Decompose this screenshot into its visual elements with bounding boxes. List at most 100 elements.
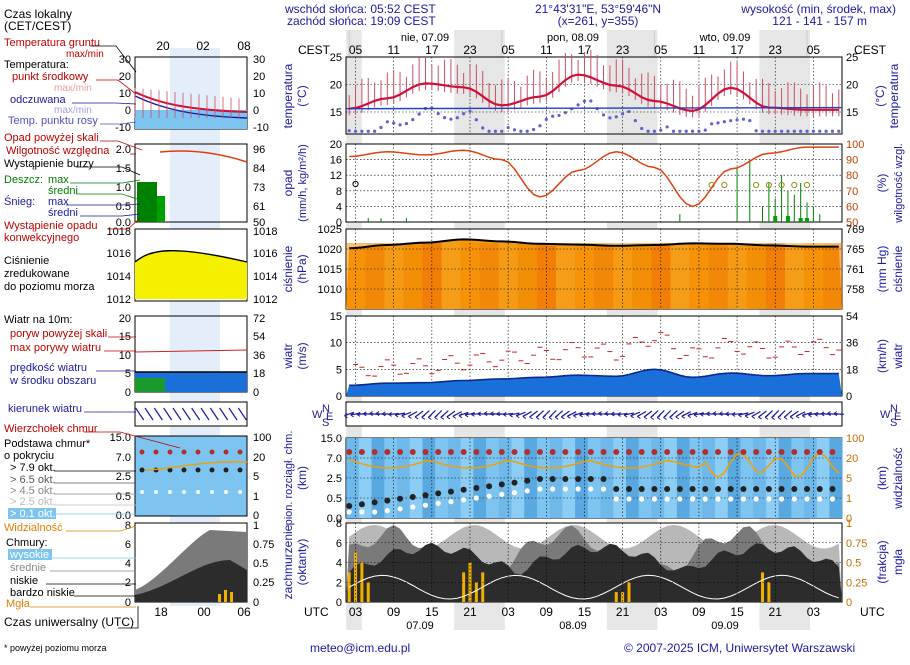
pressure-band (518, 243, 537, 309)
footer-copyright: © 2007-2025 ICM, Uniwersytet Warszawski (624, 641, 855, 655)
side-title: wiatr (891, 343, 905, 369)
dew-dot (640, 127, 643, 130)
mini-bottom-hour-3: 06 (237, 605, 251, 619)
top-hour-label: 23 (616, 43, 630, 57)
mini-tick-left: 10 (119, 350, 131, 362)
legend-clouds-mid: średnie (10, 562, 46, 574)
cloud-top-dot (486, 449, 492, 455)
cest-label-left: CEST (298, 43, 331, 57)
cloud-base-dot (372, 499, 378, 505)
tick-label-left: 25 (330, 52, 342, 64)
legend-rain: Deszcz: (4, 174, 43, 186)
mini-cloudbase-light (182, 490, 186, 494)
mini-utc-title: Czas uniwersalny (UTC) (4, 615, 134, 629)
cloud-base-dot (677, 486, 683, 492)
top-hour-label: 05 (654, 43, 668, 57)
cloud-top-dot (359, 449, 365, 455)
dew-dot (659, 129, 662, 132)
legend-cloud-top: Wierzchołek chmur (4, 423, 98, 435)
cloud-base-dot-light (804, 496, 809, 501)
legend-gust-max: max porywy wiatru (10, 342, 101, 354)
mini-tick-right: 0.75 (253, 539, 274, 551)
legend-soil-sub: max/min (66, 49, 104, 60)
mini-night-shade (170, 48, 220, 606)
cloud-top-dot (779, 449, 785, 455)
cloud-base-dot (791, 486, 797, 492)
cloud-base-dot-light (550, 486, 555, 491)
cloud-base-dot (766, 486, 772, 492)
tick-label-left: 16 (330, 155, 342, 167)
mini-cloudbase-light (210, 490, 214, 494)
dew-dot (723, 120, 726, 123)
top-hour-label: 17 (425, 43, 439, 57)
dew-dot (494, 130, 497, 133)
mini-tick-right: -10 (253, 122, 269, 134)
mini-tick-left: 8 (125, 520, 131, 532)
pressure-band (365, 243, 384, 309)
elevation-values: 121 - 141 - 157 m (772, 14, 867, 28)
mini-top-hour-3: 08 (237, 39, 251, 53)
dew-dot (386, 120, 389, 123)
dew-dot (608, 116, 611, 119)
tick-label-left: 1010 (318, 284, 342, 296)
top-hour-label: 11 (387, 43, 400, 57)
legend-storm: Wystąpienie burzy (4, 158, 94, 170)
cloud-base-dot (512, 480, 518, 486)
dew-dot (602, 113, 605, 116)
mini-tick-left: 20 (119, 71, 131, 83)
legend-fog: Mgła (6, 598, 31, 610)
dew-dot (398, 123, 401, 126)
cloud-top-dot (677, 449, 683, 455)
mini-tick-left: 0 (125, 387, 131, 399)
cloud-base-dot (473, 485, 479, 491)
dew-dot (418, 113, 421, 116)
cloud-base-dot-light (665, 496, 670, 501)
fog-bar (354, 553, 357, 602)
tick-label-right: 761 (846, 264, 864, 276)
mini-tick-left: 7.0 (116, 452, 131, 464)
tick-label-right: 765 (846, 244, 864, 256)
dew-dot (786, 130, 789, 133)
mini-tick-right: 1018 (253, 226, 277, 238)
pressure-band (480, 243, 499, 309)
footer-email[interactable]: meteo@icm.edu.pl (310, 641, 410, 655)
legend-pressure-1: Ciśnienie (4, 255, 49, 267)
cloud-base-dot-light (588, 486, 593, 491)
dew-dot (825, 130, 828, 133)
dew-dot (621, 112, 624, 115)
cloud-base-dot-light (537, 486, 542, 491)
mini-tick-right: 0.5 (253, 558, 268, 570)
dew-dot (475, 118, 478, 121)
compass-s: S (322, 417, 329, 429)
cloud-top-dot (346, 449, 352, 455)
mini-tick-right: 5 (253, 471, 259, 483)
legend-occurrence-2: konwekcyjnego (4, 232, 79, 244)
mini-tick-left: 1016 (107, 248, 131, 260)
mini-tick-right: 84 (253, 163, 265, 175)
mini-tick-right: 73 (253, 182, 265, 194)
tick-label-left: 0 (336, 597, 342, 609)
mini-tick-left: 5 (125, 368, 131, 380)
legend-wind-speed: prędkość wiatru (10, 362, 87, 374)
dew-dot (710, 122, 713, 125)
mini-cloudtop-dot (224, 450, 229, 455)
mini-tick-right: 100 (253, 432, 271, 444)
tick-label-left: 1025 (318, 224, 342, 236)
cloud-base-dot (359, 501, 365, 507)
dew-dot (449, 118, 452, 121)
cloud-top-dot (817, 449, 823, 455)
cloud-base-dot (728, 486, 734, 492)
mini-cloudtop-dot (182, 450, 187, 455)
dew-dot (468, 110, 471, 113)
dew-dot (831, 130, 834, 133)
mini-tick-right: 0 (253, 597, 259, 609)
legend-cloudbase-title-2: o pokryciu (4, 450, 54, 462)
tick-label-left: 4 (336, 558, 342, 570)
dew-dot (678, 130, 681, 133)
mini-tick-right: 1 (253, 520, 259, 532)
cloud-base-dot-light (359, 509, 364, 514)
mini-cloudbase-dot (196, 468, 201, 473)
side-title: opad (281, 170, 295, 197)
cloud-top-dot (512, 449, 518, 455)
cloud-base-dot (829, 486, 835, 492)
